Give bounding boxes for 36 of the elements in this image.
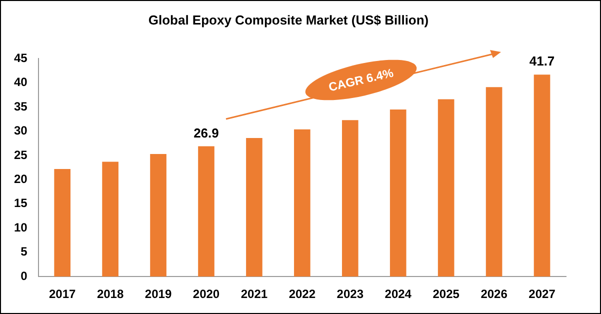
x-tick-label: 2025: [432, 287, 460, 302]
x-tick-label: 2020: [192, 287, 220, 302]
bar: [438, 99, 454, 277]
x-tick-label: 2018: [96, 287, 124, 302]
y-tick-label: 30: [14, 124, 28, 138]
x-tick-label: 2021: [240, 287, 268, 302]
y-tick-label: 10: [14, 220, 28, 234]
chart-title: Global Epoxy Composite Market (US$ Billion): [148, 12, 429, 28]
y-tick-label: 45: [14, 50, 28, 65]
x-tick-label: 2026: [480, 287, 508, 302]
x-tick-label: 2023: [336, 287, 364, 302]
data-label: 41.7: [529, 54, 555, 69]
x-tick-label: 2027: [528, 287, 556, 302]
x-tick-label: 2022: [288, 287, 316, 302]
y-tick-label: 15: [14, 196, 28, 210]
bar: [246, 138, 262, 277]
y-tick-label: 35: [14, 99, 28, 114]
x-tick-label: 2017: [48, 287, 76, 302]
bar: [102, 162, 118, 277]
annotation: CAGR 6.4%: [327, 66, 395, 94]
y-tick-label: 40: [14, 75, 28, 90]
bar: [198, 146, 214, 277]
y-tick-label: 20: [14, 172, 28, 186]
x-tick-label: 2024: [384, 287, 412, 302]
data-label: 26.9: [194, 125, 219, 140]
bar: [534, 74, 550, 277]
y-tick-label: 0: [20, 268, 28, 283]
bar: [150, 154, 166, 277]
bar: [486, 87, 502, 277]
bar: [294, 129, 310, 277]
x-tick-label: 2019: [144, 287, 172, 302]
y-tick-label: 5: [20, 244, 28, 259]
y-tick-label: 25: [14, 148, 28, 162]
bar: [390, 109, 406, 277]
bar: [342, 120, 358, 277]
bar: [54, 169, 70, 277]
